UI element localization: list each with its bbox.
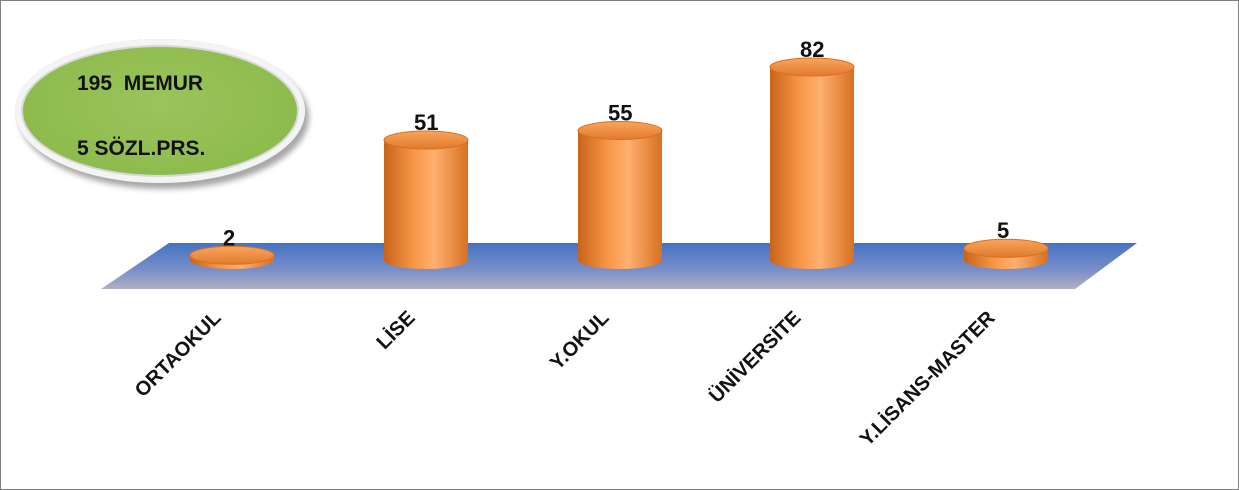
bar-4	[769, 57, 855, 269]
data-label: 82	[800, 37, 824, 62]
data-label: 5	[997, 218, 1009, 243]
bar-body	[770, 67, 854, 269]
bar-cap	[963, 238, 1049, 258]
data-label: 51	[414, 110, 438, 135]
bars-group: 2 51 55 82 5	[189, 37, 1049, 269]
category-label: Y.OKUL	[546, 307, 613, 374]
category-label: ÜNİVERSİTE	[704, 306, 805, 407]
badge-officers-text: 195 MEMUR	[77, 72, 204, 95]
bar-cap	[383, 130, 469, 150]
category-label: ORTAOKUL	[131, 307, 226, 402]
bar-3	[577, 121, 663, 269]
data-label: 2	[223, 225, 235, 250]
data-label: 55	[608, 101, 632, 126]
badge-contract-staff-text: 5 SÖZL.PRS.	[77, 137, 206, 160]
x-tick-labels: ORTAOKUL LİSE Y.OKUL ÜNİVERSİTE Y.LİSANS-MAS…	[131, 306, 1000, 451]
badge-ellipse	[15, 39, 305, 183]
bar-cap	[577, 121, 663, 141]
bar-body	[384, 139, 468, 269]
bar-cap	[769, 57, 855, 77]
category-label: Y.LİSANS-MASTER	[855, 306, 1000, 451]
bar-2	[383, 130, 469, 269]
bar-5	[963, 238, 1049, 269]
category-label: LİSE	[372, 306, 420, 354]
bar-1	[189, 245, 275, 269]
bar-cap	[189, 245, 275, 265]
bar-body	[578, 130, 662, 269]
staff-summary-badge: 195 MEMUR 5 SÖZL.PRS.	[15, 39, 315, 189]
